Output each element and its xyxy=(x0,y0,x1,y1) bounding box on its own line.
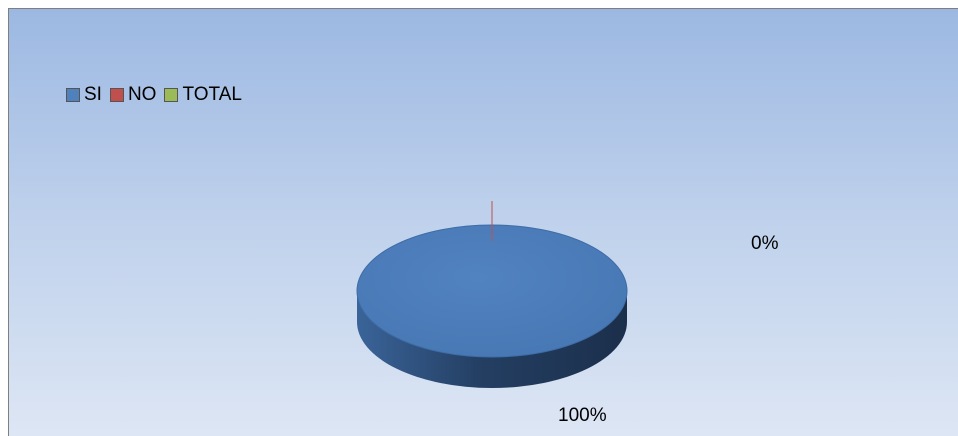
data-label-no: 0% xyxy=(751,233,779,254)
legend-label-total: TOTAL xyxy=(182,84,242,105)
legend-item-no: NO xyxy=(109,84,157,106)
chart-legend: SI NO TOTAL xyxy=(66,84,250,106)
pie-group xyxy=(356,201,628,388)
legend-label-no: NO xyxy=(127,84,157,105)
legend-item-si: SI xyxy=(66,84,102,106)
legend-swatch-si xyxy=(66,88,80,102)
legend-item-total: TOTAL xyxy=(164,84,242,106)
legend-swatch-no xyxy=(109,88,124,102)
legend-label-si: SI xyxy=(84,84,102,105)
pie-slice-si xyxy=(356,224,628,358)
pie-side xyxy=(357,291,627,388)
data-label-si: 100% xyxy=(558,405,607,426)
legend-swatch-total xyxy=(164,88,179,102)
